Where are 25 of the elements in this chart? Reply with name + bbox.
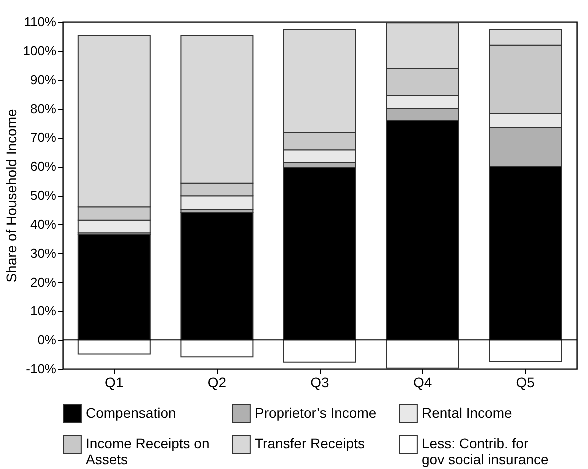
x-tick-label: Q4 [413,374,432,390]
legend-label: Rental Income [422,404,512,421]
y-tick-label: 10% [30,304,57,319]
y-tick-label: 60% [30,159,57,174]
legend-label: Transfer Receipts [255,436,365,452]
y-tick-label: -10% [26,362,57,376]
x-tick-label: Q1 [105,374,124,390]
legend-label: Compensation [86,404,176,421]
y-tick-label: 20% [30,274,57,290]
y-tick-label: 40% [30,216,57,232]
y-tick-label: 0% [38,332,57,348]
y-tick-label: 90% [30,72,57,88]
legend-label: Income Receipts on Assets [86,436,210,468]
y-tick-label: 50% [30,188,57,203]
y-tick-label: 80% [30,101,57,116]
y-tick-label: 110% [24,14,57,30]
legend-label: Less: Contrib. for gov social insurance [422,436,550,468]
y-axis-title: Share of Household Income [3,109,20,283]
y-tick-label: 70% [30,130,57,146]
y-tick-label: 100% [23,43,57,58]
x-tick-label: Q5 [516,374,536,390]
y-tick-label: 30% [30,246,57,261]
x-tick-label: Q2 [208,374,227,390]
x-tick-label: Q3 [310,374,330,390]
legend-label: Proprietor’s Income [255,404,377,421]
